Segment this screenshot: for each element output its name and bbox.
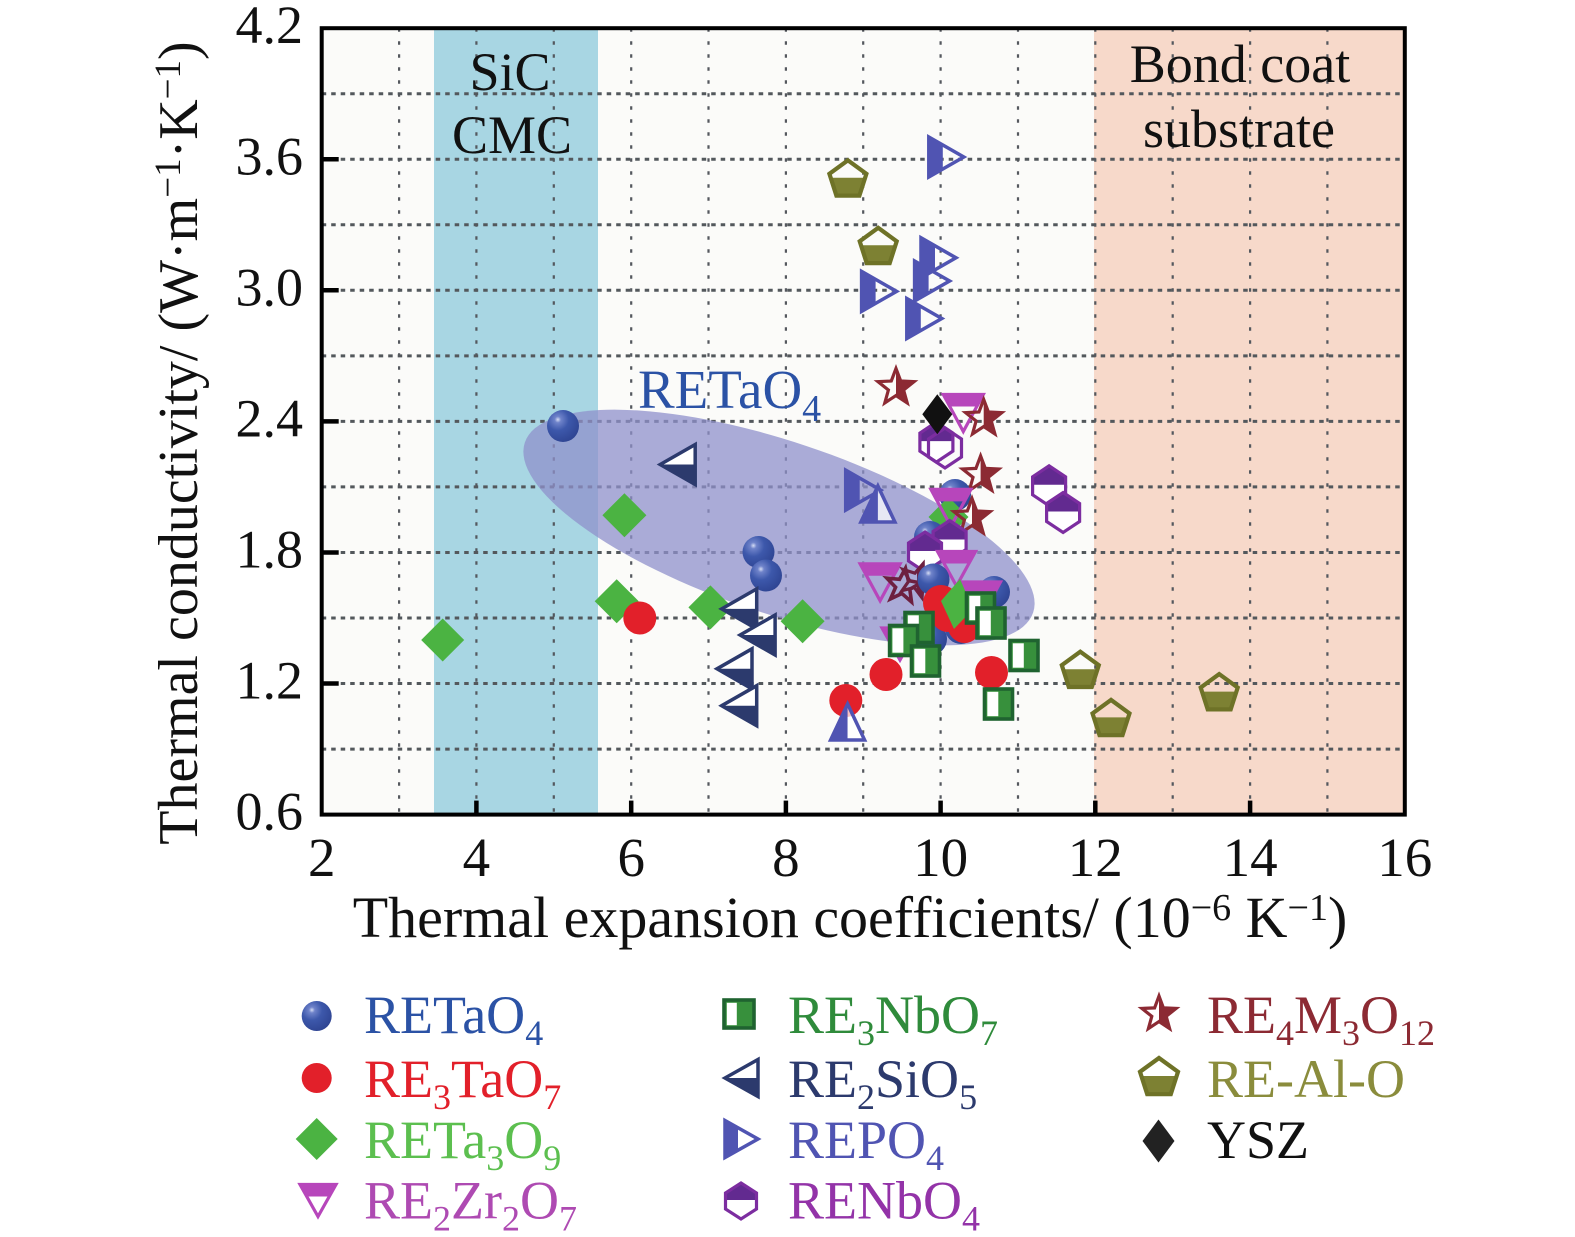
- svg-text:2.4: 2.4: [236, 388, 304, 448]
- svg-text:RE3TaO7: RE3TaO7: [364, 1049, 561, 1117]
- svg-text:RETaO4: RETaO4: [364, 985, 543, 1053]
- svg-text:RETaO4: RETaO4: [638, 359, 821, 430]
- svg-text:REPO4: REPO4: [788, 1110, 944, 1178]
- svg-text:RENbO4: RENbO4: [788, 1171, 980, 1237]
- svg-text:Bond coat: Bond coat: [1130, 34, 1350, 94]
- svg-text:0.6: 0.6: [236, 782, 304, 842]
- svg-text:8: 8: [772, 827, 800, 888]
- svg-text:10: 10: [913, 827, 968, 888]
- svg-text:Thermal expansion coefficients: Thermal expansion coefficients/ (10−6 K−…: [353, 885, 1348, 950]
- svg-text:RE-Al-O: RE-Al-O: [1207, 1049, 1405, 1109]
- svg-text:12: 12: [1068, 827, 1123, 888]
- svg-text:3.6: 3.6: [236, 126, 304, 186]
- svg-text:CMC: CMC: [452, 105, 572, 165]
- svg-text:3.0: 3.0: [236, 257, 304, 317]
- svg-text:6: 6: [617, 827, 645, 888]
- svg-text:SiC: SiC: [469, 42, 550, 102]
- svg-text:1.2: 1.2: [236, 651, 304, 711]
- svg-text:2: 2: [308, 827, 336, 888]
- svg-text:16: 16: [1377, 827, 1432, 888]
- svg-text:RE2Zr2O7: RE2Zr2O7: [364, 1171, 577, 1237]
- svg-text:RE4M3O12: RE4M3O12: [1207, 985, 1435, 1053]
- svg-text:RETa3O9: RETa3O9: [364, 1110, 561, 1178]
- svg-text:4: 4: [463, 827, 491, 888]
- svg-text:4.2: 4.2: [236, 0, 304, 55]
- svg-text:14: 14: [1223, 827, 1278, 888]
- svg-text:Thermal conductivity/ (W·m−1·K: Thermal conductivity/ (W·m−1·K−1): [148, 41, 210, 844]
- svg-text:1.8: 1.8: [236, 520, 304, 580]
- svg-text:RE3NbO7: RE3NbO7: [788, 985, 998, 1053]
- svg-text:RE2SiO5: RE2SiO5: [788, 1049, 977, 1117]
- svg-text:substrate: substrate: [1143, 99, 1335, 159]
- svg-text:YSZ: YSZ: [1207, 1110, 1309, 1170]
